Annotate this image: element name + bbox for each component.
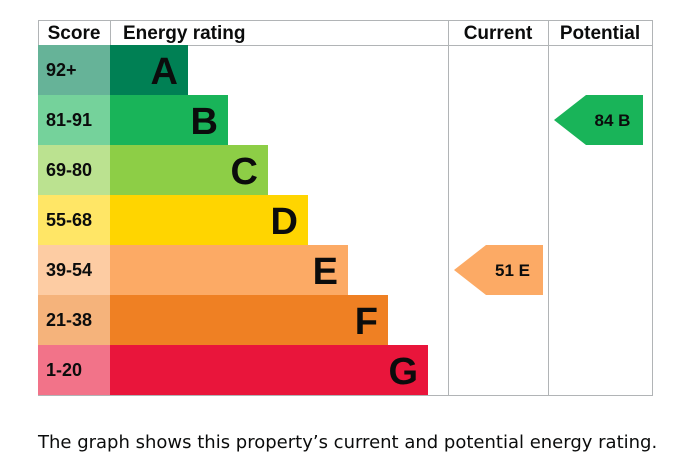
score-label-g: 1-20 [46, 360, 82, 380]
rating-bands: 92+ A 81-91 B 69-80 C 55-68 D 39-54 E 21-38 F 1-20 G [38, 45, 428, 395]
band-bar-f [110, 295, 388, 345]
epc-chart: Score Energy rating Current Potential 92+ A 8… [38, 20, 653, 396]
score-cell-b [38, 95, 110, 145]
potential-rating-arrow [554, 95, 643, 145]
score-cell-c [38, 145, 110, 195]
score-label-d: 55-68 [46, 210, 92, 230]
chart-caption: The graph shows this property’s current … [38, 432, 658, 453]
score-cell-e [38, 245, 110, 295]
score-cell-g [38, 345, 110, 395]
score-label-c: 69-80 [46, 160, 92, 180]
score-cell-f [38, 295, 110, 345]
band-letter-e: E [313, 251, 338, 293]
score-label-e: 39-54 [46, 260, 92, 280]
band-bar-d [110, 195, 308, 245]
header-score: Score [48, 23, 101, 44]
current-rating-arrow [454, 245, 543, 295]
band-letter-f: F [355, 301, 378, 343]
chart-headers: Score Energy rating Current Potential [48, 23, 641, 44]
score-cell-a [38, 45, 110, 95]
header-potential: Potential [560, 23, 640, 44]
current-rating-label: 51 E [495, 261, 530, 280]
band-letter-g: G [388, 351, 418, 393]
band-letter-c: C [231, 151, 258, 193]
band-letter-a: A [151, 51, 178, 93]
band-bar-b [110, 95, 228, 145]
header-energy-rating: Energy rating [123, 23, 245, 44]
score-label-b: 81-91 [46, 110, 92, 130]
band-bar-a [110, 45, 188, 95]
score-cell-d [38, 195, 110, 245]
header-current: Current [464, 23, 533, 44]
score-label-a: 92+ [46, 60, 77, 80]
band-letter-b: B [191, 101, 218, 143]
band-letter-d: D [271, 201, 298, 243]
band-bar-e [110, 245, 348, 295]
rating-markers: 51 E 84 B [454, 95, 643, 295]
potential-rating-label: 84 B [595, 111, 631, 130]
band-bar-c [110, 145, 268, 195]
score-label-f: 21-38 [46, 310, 92, 330]
band-bar-g [110, 345, 428, 395]
